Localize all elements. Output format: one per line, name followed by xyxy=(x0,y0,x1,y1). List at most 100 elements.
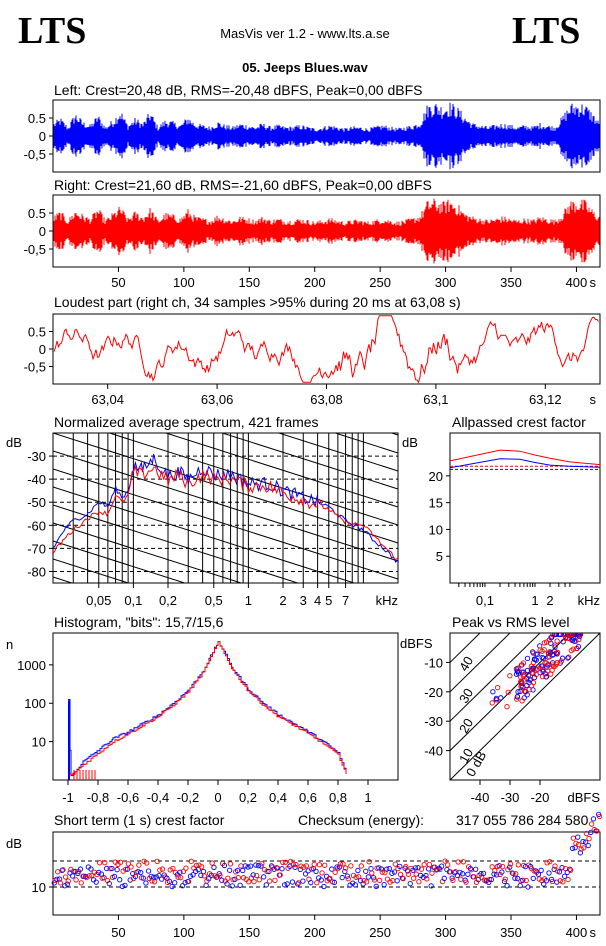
short-crest-point-right xyxy=(238,863,244,869)
short-crest-point-left xyxy=(258,863,264,869)
short-crest-point-left xyxy=(355,867,361,874)
short-crest-point-right xyxy=(510,870,516,877)
short-crest-point-right xyxy=(78,880,84,886)
short-crest-point-right xyxy=(227,861,234,867)
short-crest-point-right xyxy=(89,872,95,878)
short-crest-point-left xyxy=(480,870,487,877)
short-crest-point-left xyxy=(237,882,243,888)
peak-rms-point xyxy=(518,662,524,668)
spectrum-xtick-label: 0,05 xyxy=(86,593,111,608)
short-crest-point-right xyxy=(573,840,579,847)
short-crest-point-left xyxy=(496,863,502,869)
short-crest-point-left xyxy=(271,866,277,872)
right-waveform-title: Right: Crest=21,60 dB, RMS=-21,60 dBFS, … xyxy=(54,177,432,193)
spectrum-ytick-label: -50 xyxy=(27,495,46,510)
peak-rms-point xyxy=(575,644,582,650)
left-waveform-envelope xyxy=(53,102,600,170)
peak-rms-point xyxy=(539,673,546,680)
short-crest-point-left xyxy=(284,881,290,887)
peak-rms-point xyxy=(519,698,525,704)
peak-rms-point xyxy=(515,689,521,695)
short-crest-point-right xyxy=(405,871,412,877)
short-crest-point-right xyxy=(170,865,176,872)
short-crest-point-left xyxy=(368,865,374,872)
short-crest-point-left xyxy=(499,869,505,875)
short-crest-point-left xyxy=(423,872,429,879)
crest-xtick-label: 1 xyxy=(531,593,538,608)
short-crest-point-right xyxy=(486,876,493,883)
crest-ylabel: dB xyxy=(402,435,418,450)
peak-rms-point xyxy=(540,668,546,675)
loudest-ytick-label: -0,5 xyxy=(24,360,46,375)
short-crest-point-left xyxy=(245,864,251,870)
short-crest-point-right xyxy=(240,875,247,881)
histogram-xtick-label: 0,2 xyxy=(239,790,257,805)
short-crest-point-left xyxy=(234,867,241,874)
spectrum-ytick-label: -70 xyxy=(27,541,46,556)
histogram-xtick-label: -0,4 xyxy=(147,790,169,805)
short-crest-point-left xyxy=(389,870,395,876)
spectrum-xtick-label: 0,2 xyxy=(159,593,177,608)
histogram-xtick-label: 0,6 xyxy=(299,790,317,805)
logo-right: LTS xyxy=(512,10,581,52)
short-crest-point-right xyxy=(196,862,202,868)
right-waveform-xtick-label: 50 xyxy=(111,275,125,290)
peak-rms-point xyxy=(542,660,548,666)
short-crest-point-left xyxy=(459,871,466,877)
peak-rms-point xyxy=(494,685,501,691)
short-crest-point-left xyxy=(208,872,214,878)
short-crest-point-right xyxy=(178,875,184,881)
peak-rms-point xyxy=(550,651,557,658)
crest-factor-title: Allpassed crest factor xyxy=(452,414,586,430)
peak-rms-point xyxy=(493,695,500,702)
short-crest-point-right xyxy=(492,868,498,874)
short-crest-point-right xyxy=(345,876,351,882)
peak-rms-point xyxy=(513,666,520,672)
short-crest-point-right xyxy=(369,870,375,876)
spectrum-title: Normalized average spectrum, 421 frames xyxy=(54,414,319,430)
short-crest-point-left xyxy=(279,866,285,872)
short-crest-point-right xyxy=(353,874,359,880)
spectrum-xtick-label: 0,1 xyxy=(124,593,142,608)
short-crest-point-left xyxy=(224,881,230,887)
short-crest-point-right xyxy=(568,867,574,873)
short-crest-point-left xyxy=(384,866,390,872)
peak-rms-point xyxy=(571,638,577,644)
short-crest-point-left xyxy=(56,876,63,882)
short-crest-point-left xyxy=(365,874,372,880)
spectrum-slope-line xyxy=(53,649,398,759)
short-crest-xunit: s xyxy=(590,925,597,940)
short-crest-point-left xyxy=(394,878,400,884)
logo-left: LTS xyxy=(18,10,87,52)
short-crest-point-left xyxy=(588,829,594,836)
short-crest-point-right xyxy=(55,869,61,875)
peak-rms-point xyxy=(524,655,531,662)
crest-frame xyxy=(449,432,601,584)
short-crest-point-left xyxy=(407,881,413,887)
short-crest-point-left xyxy=(182,879,188,886)
spectrum-slope-line xyxy=(53,631,398,741)
peak-rms-ytick-label: -20 xyxy=(424,685,443,700)
histogram-ytick-label: 100 xyxy=(24,696,46,711)
short-crest-point-left xyxy=(318,877,324,883)
short-crest-point-left xyxy=(130,870,136,877)
short-crest-point-right xyxy=(332,869,338,875)
short-crest-point-right xyxy=(376,877,383,884)
short-crest-point-left xyxy=(344,873,351,879)
peak-rms-point xyxy=(524,667,531,674)
short-crest-point-left xyxy=(493,872,500,878)
short-crest-point-right xyxy=(128,864,134,870)
peak-rms-xtick-label: -20 xyxy=(531,790,550,805)
loudest-trace xyxy=(53,315,599,384)
short-crest-point-left xyxy=(187,873,194,879)
short-crest-point-right xyxy=(384,876,391,882)
short-crest-point-left xyxy=(488,876,495,883)
short-crest-point-left xyxy=(543,878,549,884)
short-crest-point-right xyxy=(117,859,124,865)
short-crest-point-left xyxy=(329,866,335,872)
crest-ytick-label: 20 xyxy=(429,469,443,484)
short-crest-point-right xyxy=(314,880,320,886)
short-crest-point-left xyxy=(397,863,403,870)
short-crest-point-left xyxy=(292,864,298,870)
short-crest-point-left xyxy=(486,879,492,886)
